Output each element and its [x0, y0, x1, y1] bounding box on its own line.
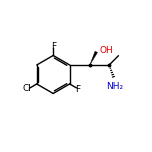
Text: OH: OH [100, 47, 113, 55]
Text: Cl: Cl [22, 84, 31, 93]
Text: F: F [75, 85, 80, 94]
Text: F: F [51, 41, 56, 51]
Text: NH₂: NH₂ [107, 82, 124, 91]
Polygon shape [90, 51, 98, 65]
